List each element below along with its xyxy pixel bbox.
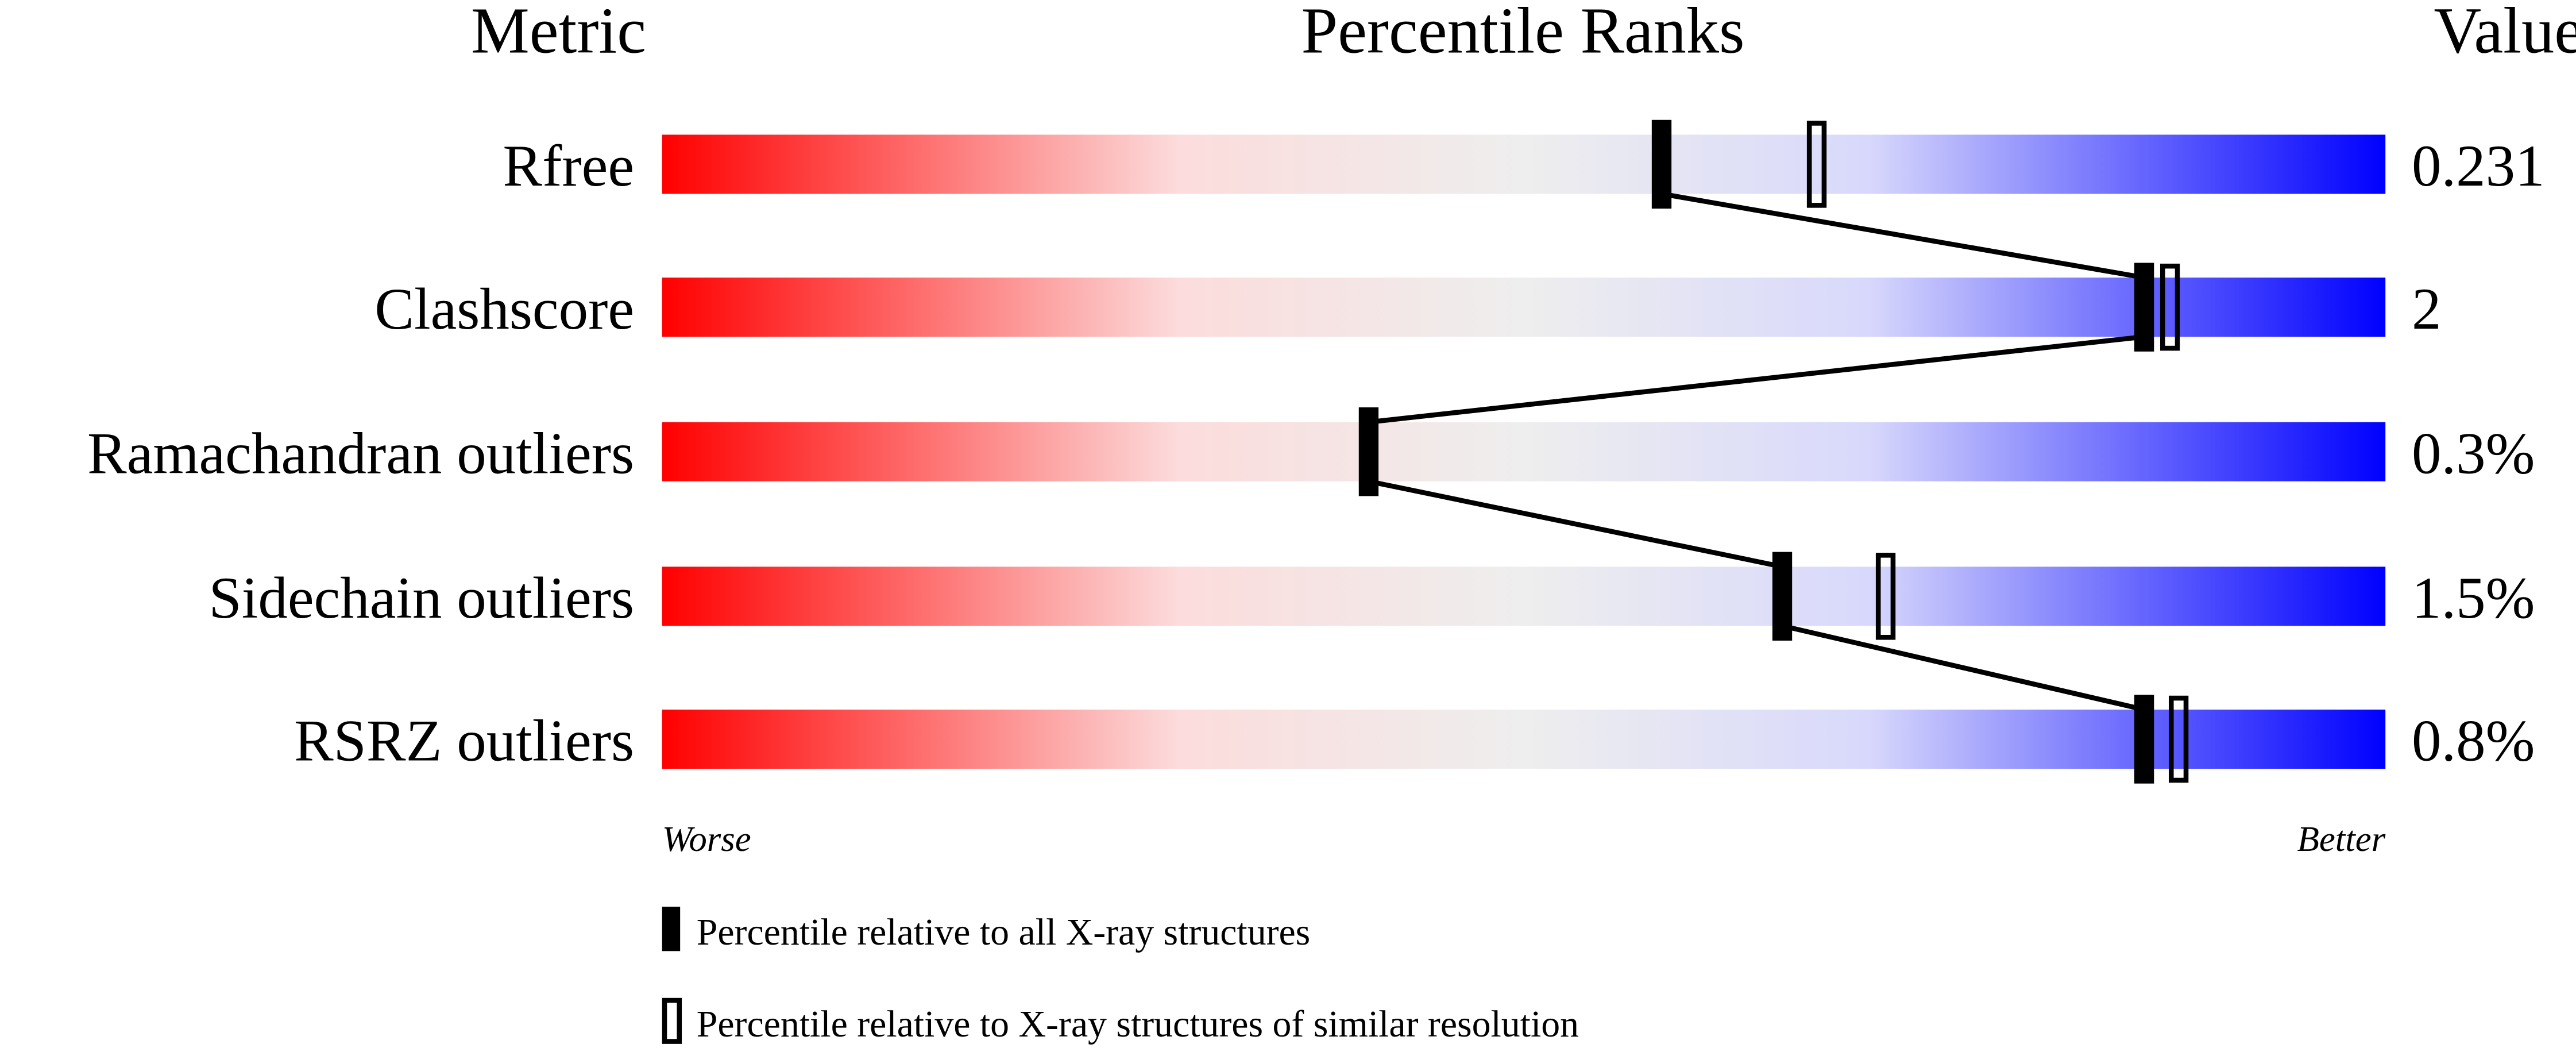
percentile-bar <box>662 567 2386 626</box>
metric-label: Clashscore <box>374 276 634 342</box>
marker-similar-resolution <box>1806 121 1827 208</box>
percentile-bar <box>662 134 2386 194</box>
metric-row: Ramachandran outliers 0.3% <box>87 421 2535 486</box>
marker-all-structures <box>1358 407 1379 496</box>
header-value: Value <box>2434 0 2576 67</box>
metric-value: 0.8% <box>2412 708 2535 774</box>
axis-label-worse: Worse <box>662 819 751 859</box>
connector-line <box>1368 334 2145 425</box>
legend-hollow-marker <box>662 997 682 1044</box>
header-percentile-ranks: Percentile Ranks <box>1301 0 1745 67</box>
axis-label-better: Better <box>2297 819 2385 859</box>
metric-value: 0.231 <box>2412 133 2545 199</box>
metric-label: Sidechain outliers <box>208 565 634 631</box>
connector-line <box>1782 623 2145 712</box>
metric-row: Sidechain outliers 1.5% <box>208 565 2535 631</box>
connector-line <box>1368 479 1783 569</box>
metric-value: 2 <box>2412 276 2441 342</box>
metric-row: Clashscore 2 <box>374 276 2441 342</box>
metric-label: Rfree <box>503 133 634 199</box>
marker-all-structures <box>1651 120 1672 209</box>
legend-filled-label: Percentile relative to all X-ray structu… <box>697 911 1311 953</box>
marker-all-structures <box>2134 695 2154 784</box>
percentile-bar <box>662 278 2386 337</box>
metric-value: 1.5% <box>2412 565 2535 631</box>
percentile-bar <box>662 710 2386 769</box>
metric-label: Ramachandran outliers <box>87 421 634 486</box>
legend-hollow-label: Percentile relative to X-ray structures … <box>697 1003 1579 1045</box>
marker-similar-resolution <box>1875 553 1896 640</box>
metric-row: Rfree 0.231 <box>503 133 2544 199</box>
marker-all-structures <box>1772 552 1793 641</box>
metric-label: RSRZ outliers <box>294 708 634 774</box>
metric-row: RSRZ outliers 0.8% <box>294 708 2535 774</box>
percentile-bar <box>662 422 2386 481</box>
marker-similar-resolution <box>2168 695 2189 783</box>
metric-value: 0.3% <box>2412 421 2535 486</box>
connector-line <box>1661 191 2145 280</box>
marker-all-structures <box>2134 263 2154 352</box>
header-metric: Metric <box>471 0 646 67</box>
marker-similar-resolution <box>2160 263 2180 351</box>
legend-filled-marker <box>662 907 681 951</box>
